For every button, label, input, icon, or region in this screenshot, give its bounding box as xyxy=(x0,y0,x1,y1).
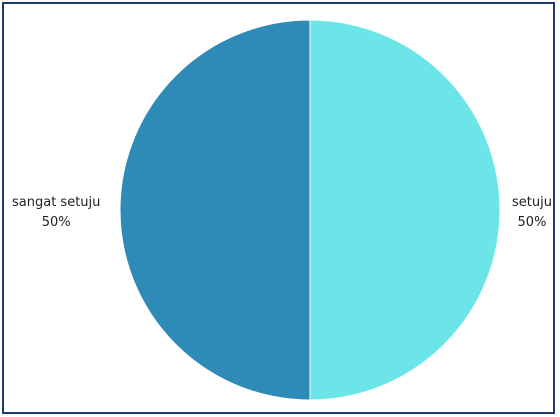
pie-slice-setuju xyxy=(309,19,501,401)
pie-slice-sangat-setuju xyxy=(119,19,311,401)
pie-chart: setuju 50% sangat setuju 50% xyxy=(12,19,552,401)
chart-frame: setuju 50% sangat setuju 50% xyxy=(2,2,555,414)
slice-percent-label: 50% xyxy=(42,215,71,230)
slice-label-sangat-setuju: sangat setuju 50% xyxy=(12,195,100,230)
slice-name-label: sangat setuju xyxy=(12,195,100,210)
slice-label-setuju: setuju 50% xyxy=(512,195,552,230)
slice-percent-label: 50% xyxy=(518,215,547,230)
slice-name-label: setuju xyxy=(512,195,552,210)
